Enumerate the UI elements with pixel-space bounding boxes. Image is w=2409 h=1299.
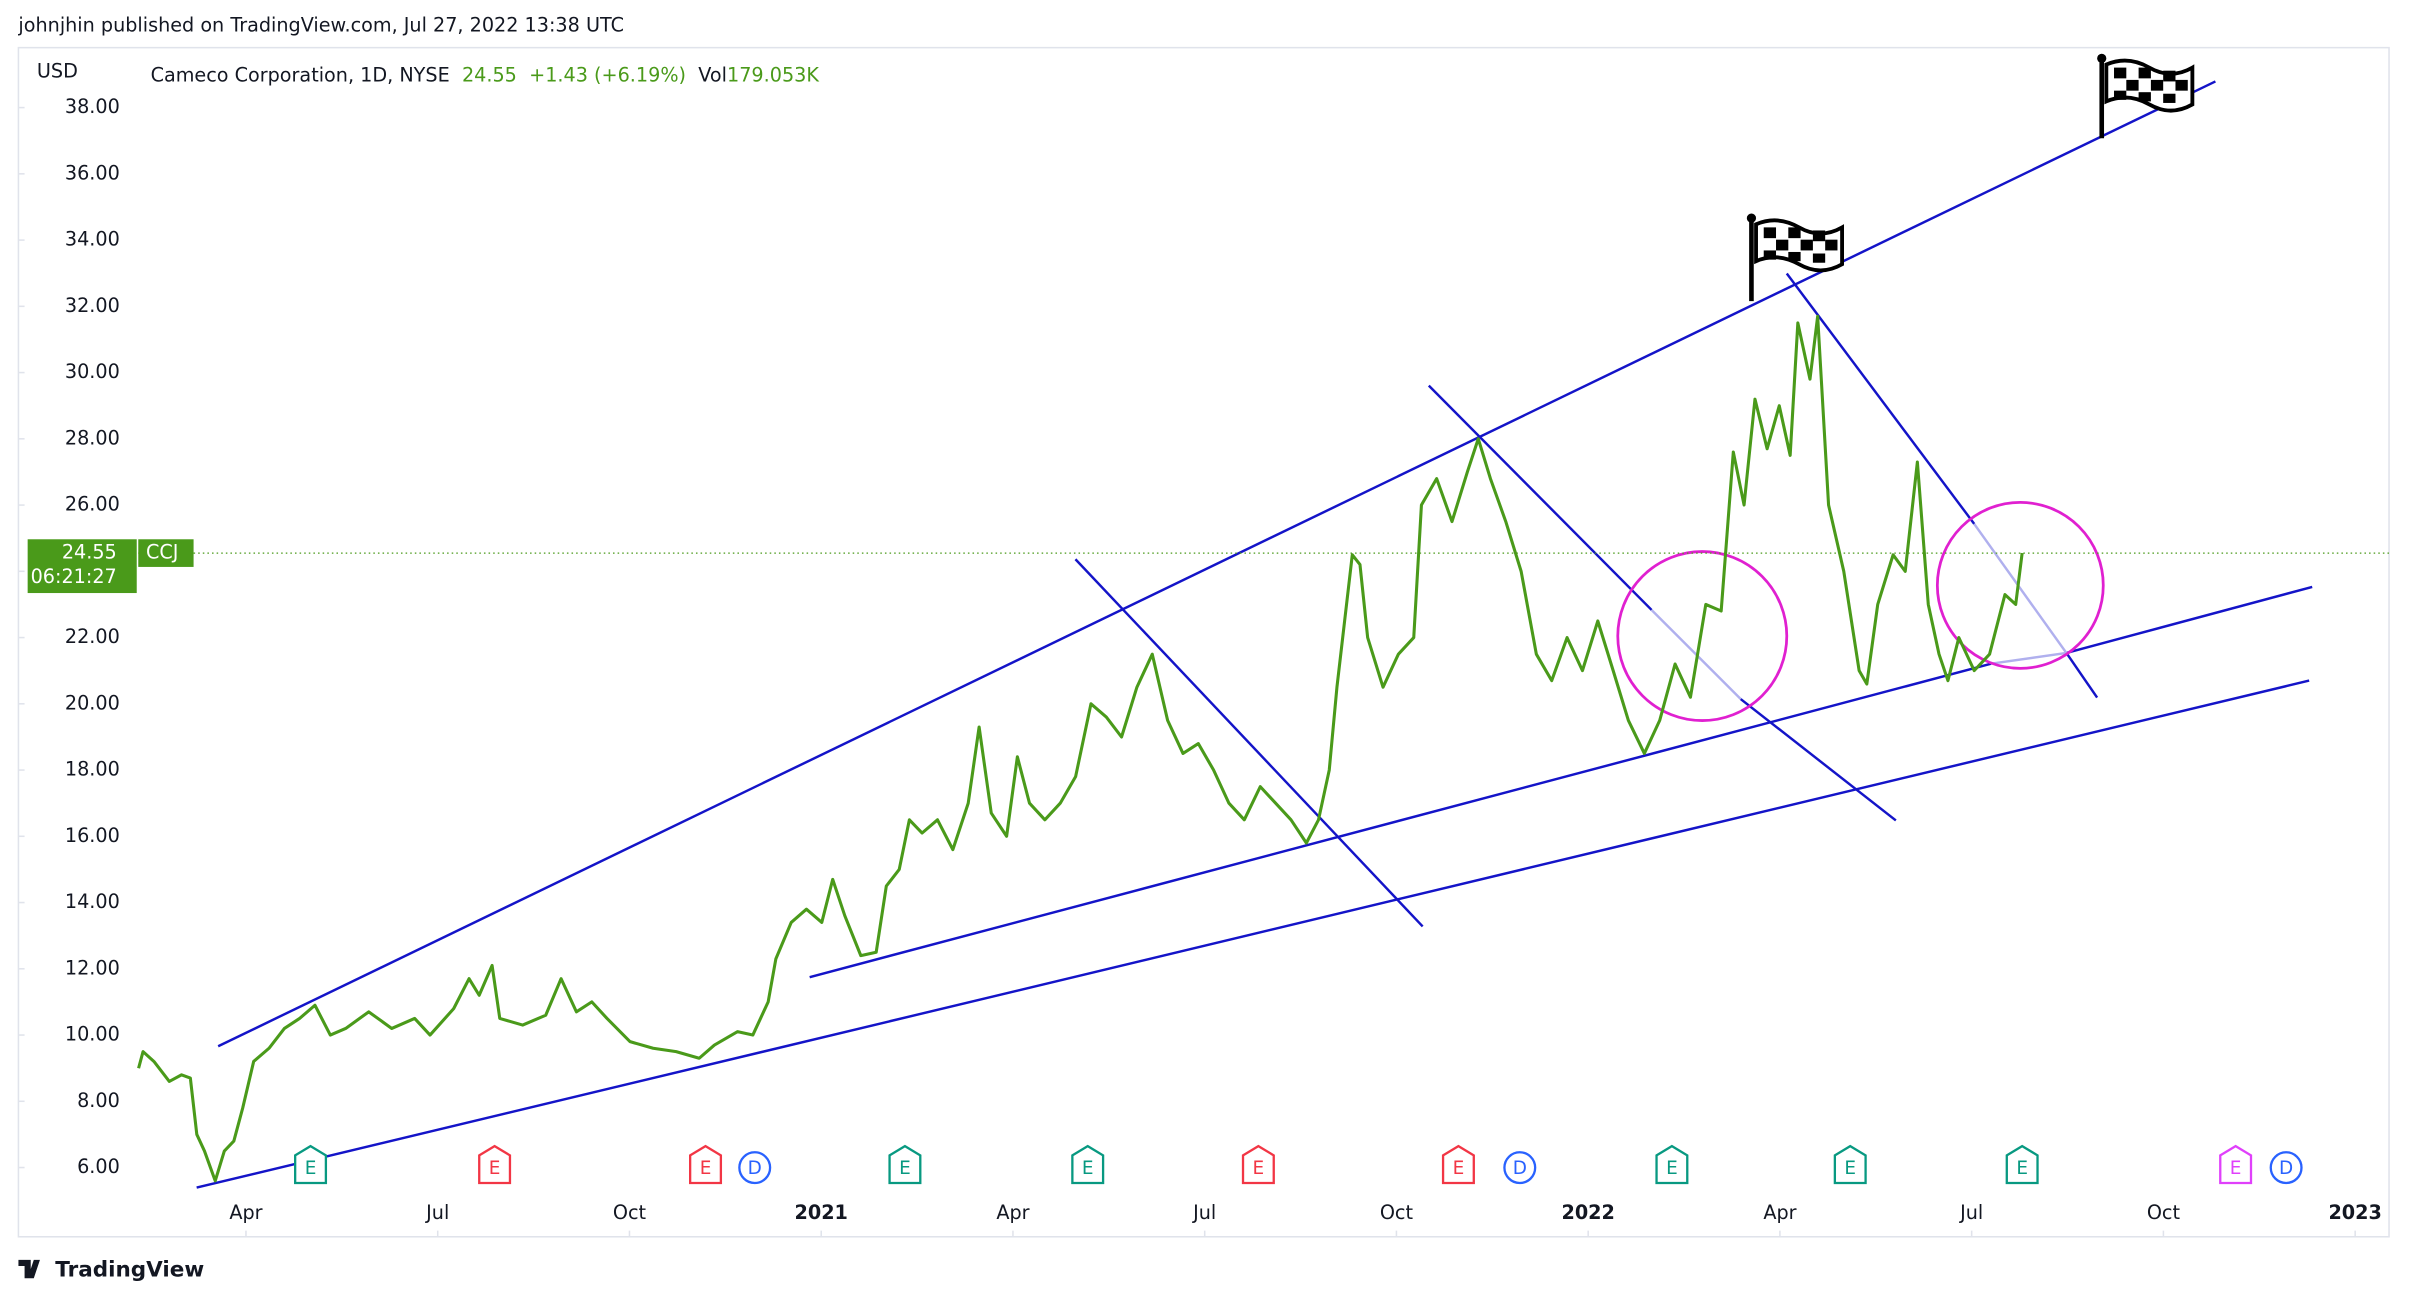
volume-label: Vol: [698, 63, 727, 86]
faded-line: [1973, 523, 2068, 654]
plot-frame: [17, 46, 2390, 1238]
earnings-marker: [2005, 1144, 2039, 1185]
event-label: E: [1666, 1158, 1678, 1179]
earnings-marker: [888, 1144, 922, 1185]
earnings-marker: [2219, 1144, 2253, 1185]
x-tick-label: Apr: [1763, 1201, 1796, 1224]
trend-line: [196, 679, 2310, 1189]
highlight-circle: [1935, 501, 2105, 670]
y-tick-label: 28.00: [65, 426, 120, 449]
trend-line: [1074, 558, 1424, 928]
y-tick-label: 14.00: [65, 890, 120, 913]
x-tick-label: Apr: [229, 1201, 262, 1224]
price-tag: [27, 539, 137, 594]
x-tick-label: Jul: [1959, 1201, 1983, 1224]
y-tick-label: 36.00: [65, 161, 120, 184]
trend-line: [2066, 585, 2313, 655]
y-tick-label: 8.00: [77, 1089, 120, 1112]
y-tick-label: 32.00: [65, 294, 120, 317]
dividend-marker: [738, 1151, 772, 1185]
price-tag-value: 24.55: [62, 541, 117, 564]
y-tick-label: 34.00: [65, 228, 120, 251]
change: +1.43 (+6.19%): [529, 63, 686, 86]
trend-line: [1785, 272, 1976, 525]
price-tag-countdown: 06:21:27: [31, 565, 117, 588]
event-label: E: [1253, 1158, 1265, 1179]
brand: TradingView: [55, 1258, 204, 1283]
event-label: D: [2279, 1158, 2293, 1179]
y-tick-label: 12.00: [65, 956, 120, 979]
event-label: E: [2016, 1158, 2028, 1179]
price-line-series: [137, 314, 2024, 1183]
ticker-label: CCJ: [146, 541, 178, 564]
event-label: E: [305, 1158, 317, 1179]
volume: 179.053K: [727, 63, 819, 86]
y-tick-label: 20.00: [65, 691, 120, 714]
y-tick-label: 38.00: [65, 95, 120, 118]
dividend-marker: [2269, 1151, 2303, 1185]
drawings: [196, 80, 2313, 1189]
ticker-tag: [138, 539, 194, 567]
event-label: E: [2230, 1158, 2242, 1179]
earnings-marker: [294, 1144, 328, 1185]
event-label: E: [1082, 1158, 1094, 1179]
x-tick-label: Jul: [1192, 1201, 1216, 1224]
x-tick-label: Oct: [1380, 1201, 1414, 1224]
earnings-marker: [1071, 1144, 1105, 1185]
y-tick-label: 18.00: [65, 758, 120, 781]
x-tick-label: Oct: [613, 1201, 647, 1224]
event-label: D: [748, 1158, 762, 1179]
earnings-marker: [1655, 1144, 1689, 1185]
last-price: 24.55: [462, 63, 517, 86]
earnings-marker: [1441, 1144, 1475, 1185]
event-label: E: [1453, 1158, 1465, 1179]
logo: [18, 1259, 40, 1279]
trend-line: [1427, 384, 1653, 611]
y-tick-label: 30.00: [65, 360, 120, 383]
earnings-marker: [1241, 1144, 1275, 1185]
trend-line: [809, 662, 1992, 979]
faded-line: [1990, 651, 2067, 665]
event-label: E: [1844, 1158, 1856, 1179]
event-label: E: [489, 1158, 501, 1179]
earnings-marker: [478, 1144, 512, 1185]
symbol-title: Cameco Corporation, 1D, NYSE: [151, 63, 450, 86]
x-tick-label: 2021: [795, 1201, 848, 1224]
x-tick-label: 2022: [1561, 1201, 1614, 1224]
y-tick-label: 16.00: [65, 824, 120, 847]
trend-line: [1739, 698, 1897, 822]
x-tick-label: 2023: [2328, 1201, 2381, 1224]
event-label: E: [899, 1158, 911, 1179]
flag-icon: [1746, 213, 1845, 302]
publisher: johnjhin published on TradingView.com, J…: [17, 14, 624, 37]
event-label: E: [700, 1158, 712, 1179]
earnings-marker: [689, 1144, 723, 1185]
flag-icon: [2097, 53, 2195, 139]
trend-line: [217, 80, 2216, 1048]
x-tick-label: Oct: [2147, 1201, 2181, 1224]
y-tick-label: 10.00: [65, 1023, 120, 1046]
dividend-marker: [1503, 1151, 1537, 1185]
y-tick-label: 6.00: [77, 1155, 120, 1178]
currency: USD: [37, 60, 78, 83]
x-tick-label: Jul: [425, 1201, 449, 1224]
earnings-marker: [1833, 1144, 1867, 1185]
event-label: D: [1513, 1158, 1527, 1179]
trend-line: [2065, 652, 2099, 699]
y-tick-label: 26.00: [65, 493, 120, 516]
y-tick-label: 22.00: [65, 625, 120, 648]
highlight-circle: [1616, 550, 1789, 722]
x-tick-label: Apr: [996, 1201, 1029, 1224]
legend: Cameco Corporation, 1D, NYSE 24.55 +1.43…: [151, 63, 820, 86]
